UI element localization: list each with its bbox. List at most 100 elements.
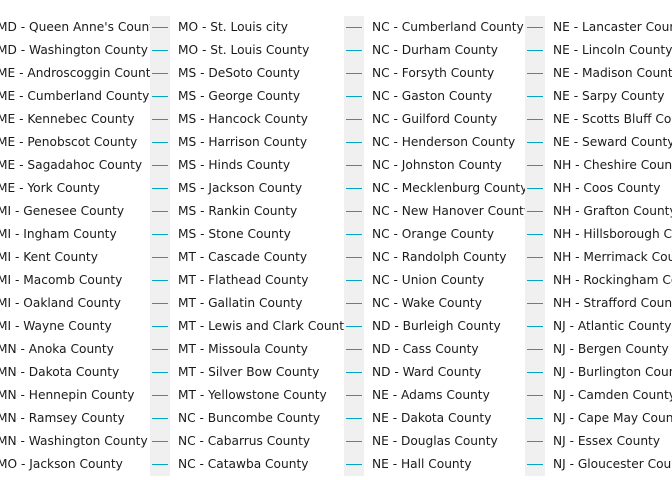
legend-label: NC - Cabarrus County [178, 434, 311, 448]
legend-label: NC - Union County [372, 273, 485, 287]
legend-key [525, 62, 545, 85]
legend-label: MI - Macomb County [0, 273, 123, 287]
legend-label: NE - Lancaster County [553, 20, 672, 34]
legend-key [150, 292, 170, 315]
legend-key [150, 39, 170, 62]
legend-label: NC - Durham County [372, 43, 499, 57]
legend-label: NH - Hillsborough County [553, 227, 672, 241]
legend-label: MN - Washington County [0, 434, 148, 448]
legend-label: MN - Hennepin County [0, 388, 135, 402]
legend-key [525, 453, 545, 476]
legend-key [150, 407, 170, 430]
legend-key [344, 384, 364, 407]
legend-label: NC - Mecklenburg County [372, 181, 528, 195]
legend-label: NE - Seward County [553, 135, 672, 149]
legend-label: NC - Wake County [372, 296, 482, 310]
legend-label: MT - Missoula County [178, 342, 309, 356]
legend-label: ND - Cass County [372, 342, 479, 356]
legend-label: NE - Dakota County [372, 411, 492, 425]
legend-label: MI - Wayne County [0, 319, 112, 333]
legend-key [525, 223, 545, 246]
legend-key [344, 430, 364, 453]
legend-label: NC - Catawba County [178, 457, 309, 471]
legend-key [525, 177, 545, 200]
legend-key [344, 85, 364, 108]
legend-label: NJ - Essex County [553, 434, 661, 448]
legend-label: NC - Cumberland County [372, 20, 524, 34]
legend-label: MS - Hancock County [178, 112, 308, 126]
legend-label: NH - Rockingham County [553, 273, 672, 287]
legend-key [525, 16, 545, 39]
legend-key [344, 200, 364, 223]
legend-label: MS - DeSoto County [178, 66, 300, 80]
legend-key [525, 85, 545, 108]
legend-key [525, 361, 545, 384]
legend-label: NC - New Hanover County [372, 204, 532, 218]
legend-label: MT - Cascade County [178, 250, 308, 264]
legend-label: MN - Dakota County [0, 365, 120, 379]
legend-key [525, 269, 545, 292]
legend-label: MD - Washington County [0, 43, 148, 57]
legend-label: MT - Silver Bow County [178, 365, 320, 379]
legend-label: NE - Scotts Bluff County [553, 112, 672, 126]
legend-key [344, 223, 364, 246]
legend-key [344, 16, 364, 39]
legend-key [525, 430, 545, 453]
legend-key [525, 246, 545, 269]
legend-key [150, 269, 170, 292]
legend-key [525, 292, 545, 315]
legend-label: MS - Jackson County [178, 181, 303, 195]
legend-label: NH - Strafford County [553, 296, 672, 310]
legend-label: NC - Gaston County [372, 89, 493, 103]
legend-key [344, 108, 364, 131]
legend-label: ME - Sagadahoc County [0, 158, 143, 172]
legend-key [150, 430, 170, 453]
legend-label: NH - Coos County [553, 181, 661, 195]
legend-key [344, 177, 364, 200]
legend-label: ME - York County [0, 181, 100, 195]
legend-key [150, 361, 170, 384]
legend-key [344, 269, 364, 292]
legend-label: MO - Jackson County [0, 457, 123, 471]
legend-key [150, 200, 170, 223]
legend-key [150, 108, 170, 131]
legend-key [525, 108, 545, 131]
legend-label: NH - Grafton County [553, 204, 672, 218]
legend-key [344, 315, 364, 338]
legend-label: NE - Lincoln County [553, 43, 672, 57]
legend-label: ME - Androscoggin County [0, 66, 158, 80]
legend-key [344, 39, 364, 62]
legend-key [344, 453, 364, 476]
legend-key [150, 384, 170, 407]
legend-key [150, 453, 170, 476]
legend-label: ME - Kennebec County [0, 112, 135, 126]
legend-key [525, 407, 545, 430]
legend-key [150, 85, 170, 108]
legend-key [150, 177, 170, 200]
legend-label: MS - Harrison County [178, 135, 308, 149]
legend-label: NC - Randolph County [372, 250, 507, 264]
legend-label: MT - Flathead County [178, 273, 309, 287]
legend-key [525, 131, 545, 154]
legend-key [344, 407, 364, 430]
legend-label: MT - Lewis and Clark County [178, 319, 352, 333]
legend-label: MO - St. Louis County [178, 43, 310, 57]
legend-label: NJ - Atlantic County [553, 319, 672, 333]
legend-label: ME - Cumberland County [0, 89, 150, 103]
legend-key [150, 315, 170, 338]
legend-label: NC - Buncombe County [178, 411, 321, 425]
legend-key [525, 338, 545, 361]
legend-label: MI - Kent County [0, 250, 98, 264]
legend-key [525, 384, 545, 407]
legend-label: NJ - Burlington County [553, 365, 672, 379]
legend-label: NE - Madison County [553, 66, 672, 80]
legend-key [344, 62, 364, 85]
legend-label: NJ - Gloucester County [553, 457, 672, 471]
legend-label: ND - Burleigh County [372, 319, 501, 333]
legend-label: NJ - Bergen County [553, 342, 669, 356]
legend-key [525, 315, 545, 338]
legend-key [344, 246, 364, 269]
legend-key [150, 62, 170, 85]
legend-label: NH - Cheshire County [553, 158, 672, 172]
